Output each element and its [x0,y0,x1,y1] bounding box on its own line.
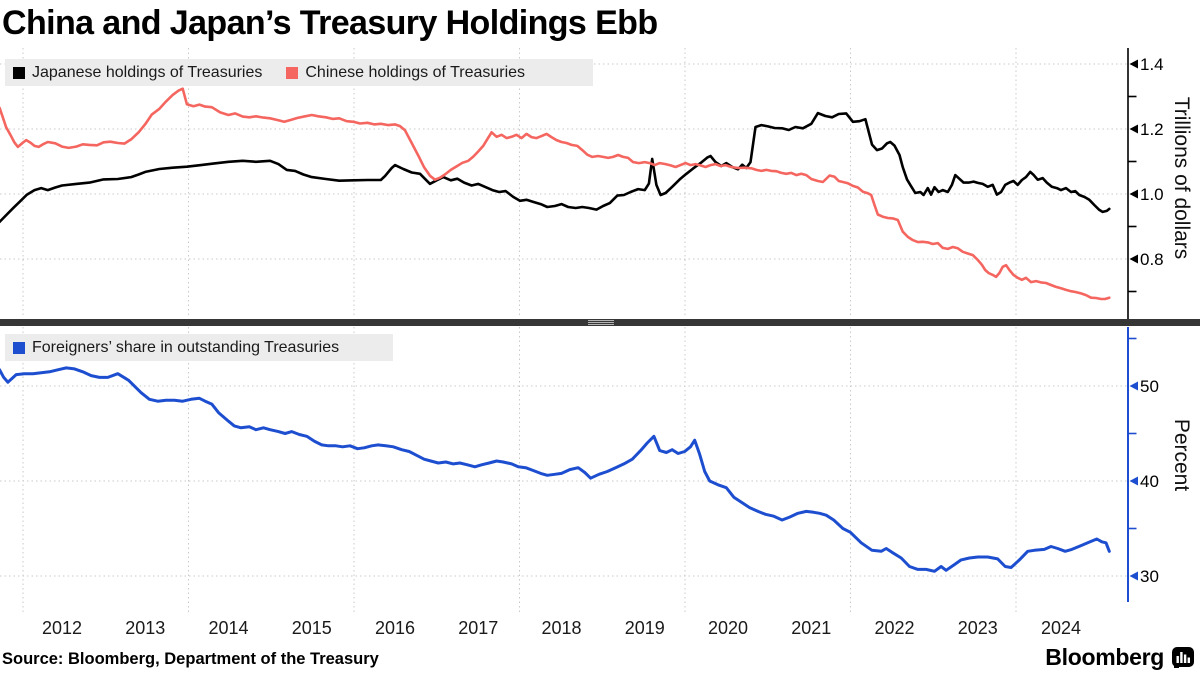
y-tick-arrow-icon [1129,254,1138,264]
y-tick-label: 40 [1140,471,1159,491]
bloomberg-logo-text: Bloomberg [1045,644,1164,670]
legend-item-japan: Japanese holdings of Treasuries [13,64,262,82]
japan-legend-label: Japanese holdings of Treasuries [32,63,263,81]
x-tick-label: 2013 [125,618,166,638]
y-tick-arrow-icon [1129,59,1138,69]
x-tick-label: 2012 [41,618,83,638]
y-tick-arrow-icon [1129,189,1138,199]
y-tick-label: 30 [1140,566,1159,586]
source-note: Source: Bloomberg, Department of the Tre… [2,650,379,668]
x-tick-label: 2017 [458,618,499,638]
x-tick-label: 2014 [208,618,249,638]
y-tick-label: 0.8 [1140,249,1164,269]
y-tick-label: 1.2 [1140,119,1164,139]
legend-bottom: Foreigners’ share in outstanding Treasur… [5,334,393,361]
y-tick-arrow-icon [1129,571,1138,581]
x-tick-label: 2015 [291,618,332,638]
y-tick-label: 1.0 [1140,184,1164,204]
chart-title: China and Japan’s Treasury Holdings Ebb [2,4,658,42]
y-tick-label: 50 [1140,376,1159,396]
bloomberg-terminal-icon [1172,646,1194,668]
divider-grip-icon[interactable] [588,320,614,325]
foreign-share-legend-swatch-icon [13,341,25,354]
x-tick-label: 2022 [874,618,915,638]
x-tick-label: 2018 [541,618,582,638]
panel-divider[interactable] [0,319,1200,326]
y-axis-title: Trillions of dollars [1170,96,1193,260]
japan-legend-swatch-icon [13,66,25,79]
china-legend-swatch-icon [286,66,299,79]
legend-top: Japanese holdings of Treasuries Chinese … [5,59,593,86]
legend-item-china: Chinese holdings of Treasuries [286,64,525,82]
y-axis-title: Percent [1170,418,1193,492]
legend-item-foreign-share: Foreigners’ share in outstanding Treasur… [13,339,339,357]
x-tick-label: 2019 [624,618,665,638]
y-tick-arrow-icon [1129,476,1138,486]
x-tick-label: 2021 [791,618,832,638]
bloomberg-logo: Bloomberg [1045,644,1194,671]
x-tick-label: 2024 [1040,618,1082,638]
foreign-share-legend-label: Foreigners’ share in outstanding Treasur… [32,338,340,356]
x-tick-label: 2016 [374,618,416,638]
y-tick-label: 1.4 [1140,54,1164,74]
x-tick-label: 2020 [707,618,749,638]
china-holdings-line [0,87,1111,301]
japan-holdings-line [0,111,1111,224]
foreign-share-line [0,366,1111,573]
y-tick-arrow-icon [1129,124,1138,134]
x-tick-label: 2023 [957,618,998,638]
china-legend-label: Chinese holdings of Treasuries [305,63,526,81]
y-tick-arrow-icon [1129,381,1138,391]
